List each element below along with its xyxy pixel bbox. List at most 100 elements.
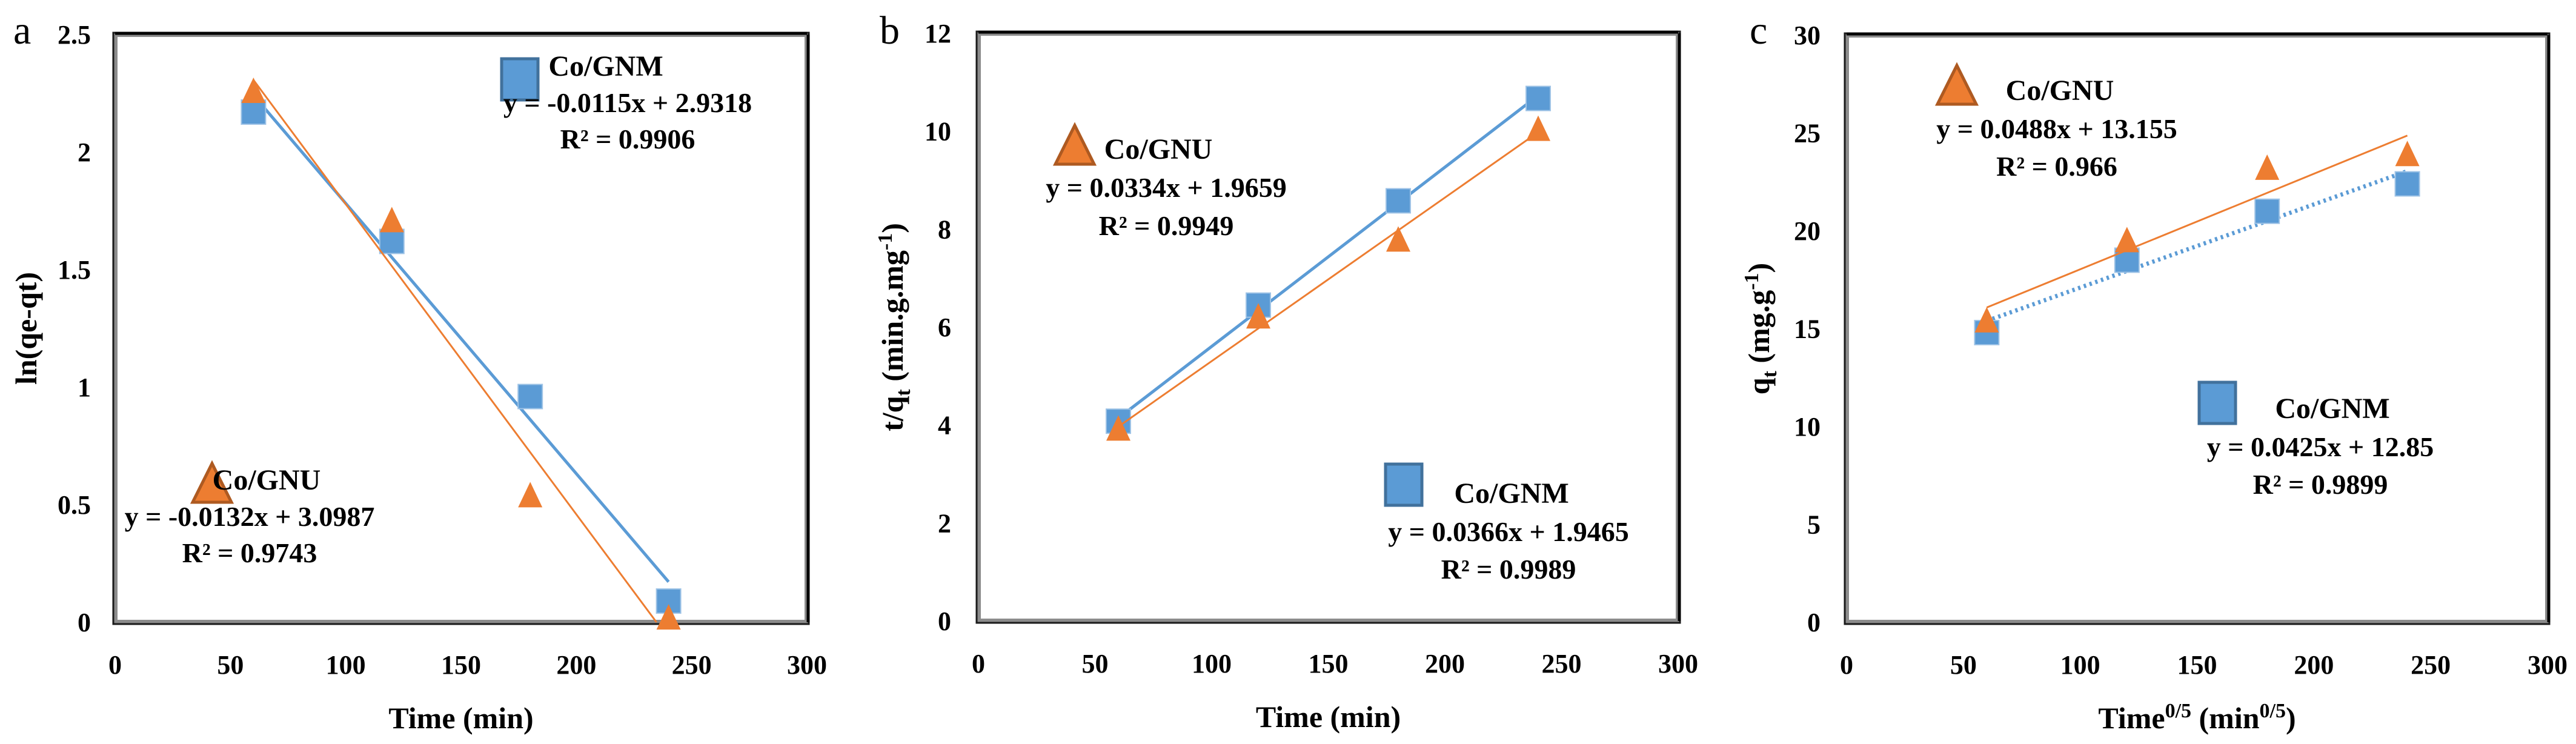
panel-letter: b <box>880 8 900 53</box>
panel-letter: a <box>13 8 31 53</box>
y-tick-label: 1.5 <box>58 255 91 285</box>
trendline-r-squared: R² = 0.9989 <box>1441 554 1576 585</box>
legend-co-gnm: Co/GNM y = 0.0366x + 1.9465 R² = 0.9989 <box>1384 462 1629 585</box>
y-axis-title-sub: t <box>1759 370 1781 377</box>
data-point-triangle <box>656 604 681 630</box>
data-point-triangle <box>518 482 543 508</box>
data-point-triangle <box>1526 115 1550 141</box>
y-axis-title: ln(qe-qt) <box>9 272 43 385</box>
x-tick-label: 0 <box>1840 650 1853 680</box>
y-tick-label: 10 <box>925 117 951 147</box>
y-axis-title-rest: (mg.g <box>1742 290 1776 371</box>
trendline-equation: y = 0.0488x + 13.155 <box>1936 113 2177 144</box>
trendline <box>252 94 670 583</box>
x-tick-label: 150 <box>1309 649 1349 679</box>
y-tick-label: 12 <box>925 19 951 48</box>
data-point-triangle <box>379 207 404 233</box>
x-tick-label: 0 <box>108 650 122 680</box>
legend-co-gnu: Co/GNU y = 0.0488x + 13.155 R² = 0.966 <box>1934 62 2177 182</box>
data-point-square <box>2394 171 2420 197</box>
y-tick-label: 0 <box>78 608 91 637</box>
x-axis-title: Time0/5 (min0/5) <box>2098 700 2295 735</box>
x-axis-title-close: ) <box>2286 701 2296 735</box>
legend-label: Co/GNM <box>1454 477 1569 510</box>
trendline <box>1118 131 1539 428</box>
y-axis-title-sub: t <box>892 389 915 396</box>
x-tick-label: 100 <box>2060 650 2100 680</box>
data-point-square <box>379 228 405 254</box>
y-tick-label: 10 <box>1794 412 1821 442</box>
series-co-gnu: Co/GNU y = 0.0488x + 13.155 R² = 0.966 <box>1934 62 2420 333</box>
trendline-equation: y = -0.0132x + 3.0987 <box>125 501 375 532</box>
x-axis-title: Time (min) <box>388 701 533 735</box>
y-tick-label: 15 <box>1794 314 1821 344</box>
legend-label: Co/GNU <box>2006 75 2114 107</box>
trendline <box>253 79 657 623</box>
x-tick-label: 50 <box>1950 650 1977 680</box>
legend-co-gnu: Co/GNU y = 0.0334x + 1.9659 R² = 0.9949 <box>1046 122 1287 241</box>
x-tick-label: 50 <box>1082 649 1109 679</box>
panel-a: a 0 50 100 150 200 250 300 0 0.5 1 1.5 2 2.5 Time (min… <box>9 8 827 735</box>
legend-square-icon <box>500 57 540 102</box>
y-tick-label: 2 <box>938 508 951 538</box>
data-point-triangle <box>1974 307 1999 333</box>
y-axis-title-main: t/q <box>875 396 909 431</box>
trendline-equation: y = 0.0425x + 12.85 <box>2207 431 2434 462</box>
y-tick-label: 25 <box>1794 119 1821 148</box>
legend-label: Co/GNU <box>213 464 321 496</box>
x-tick-label: 250 <box>1542 649 1582 679</box>
x-tick-label: 100 <box>1192 649 1232 679</box>
trendline-equation: y = -0.0115x + 2.9318 <box>503 87 752 118</box>
trendline-r-squared: R² = 0.9899 <box>2253 469 2388 500</box>
plot-frame-outer <box>112 32 810 625</box>
y-axis-title-close: ) <box>1742 263 1776 273</box>
y-tick-label: 2.5 <box>58 20 91 50</box>
trendline-r-squared: R² = 0.9743 <box>182 537 317 568</box>
data-point-triangle <box>2114 227 2139 253</box>
y-tick-label: 2 <box>78 138 91 167</box>
legend-label: Co/GNU <box>1104 133 1213 165</box>
trendline-r-squared: R² = 0.966 <box>1996 151 2117 182</box>
series-co-gnu: Co/GNU y = 0.0334x + 1.9659 R² = 0.9949 <box>1046 115 1550 441</box>
data-point-triangle <box>241 78 266 103</box>
trendline-equation: y = 0.0334x + 1.9659 <box>1046 172 1286 203</box>
data-point-square <box>517 384 543 410</box>
x-tick-label: 250 <box>2411 650 2451 680</box>
trendline-r-squared: R² = 0.9906 <box>560 124 695 154</box>
data-point-triangle <box>1386 226 1410 252</box>
plot-frame <box>113 32 809 625</box>
x-axis-title-sup2: 0/5 <box>2260 700 2286 722</box>
y-tick-label: 0 <box>1807 608 1821 637</box>
data-point-triangle <box>2395 141 2420 167</box>
x-tick-label: 250 <box>672 650 712 680</box>
trendline-equation: y = 0.0366x + 1.9465 <box>1388 516 1628 547</box>
trendline-r-squared: R² = 0.9949 <box>1099 210 1234 241</box>
x-tick-label: 100 <box>326 650 366 680</box>
y-axis-title-sup: -1 <box>874 233 897 250</box>
x-tick-label: 200 <box>2294 650 2334 680</box>
y-tick-label: 30 <box>1794 21 1821 50</box>
legend-co-gnm: Co/GNM y = -0.0115x + 2.9318 R² = 0.9906 <box>500 50 752 154</box>
panel-b: b 0 50 100 150 200 250 300 0 2 4 6 8 10 12 Time (min) t/… <box>874 8 1698 734</box>
y-axis-title: qt (mg.g-1) <box>1741 263 1781 394</box>
y-tick-label: 4 <box>938 411 951 440</box>
panel-letter: c <box>1750 8 1767 53</box>
y-tick-label: 1 <box>78 373 91 402</box>
y-tick-label: 8 <box>938 214 951 244</box>
legend-label: Co/GNM <box>548 50 663 82</box>
data-point-triangle <box>1246 303 1270 329</box>
x-tick-label: 150 <box>2177 650 2217 680</box>
legend-co-gnm: Co/GNM y = 0.0425x + 12.85 R² = 0.9899 <box>2197 380 2434 500</box>
legend-triangle-icon <box>1934 62 1979 106</box>
y-tick-label: 20 <box>1794 216 1821 246</box>
legend-square-icon <box>1384 462 1424 507</box>
trendline <box>1986 135 2408 308</box>
legend-label: Co/GNM <box>2275 393 2389 425</box>
y-axis-title: t/qt (min.g.mg-1) <box>874 223 915 431</box>
x-axis-title-main: Time <box>2098 701 2165 735</box>
legend-square-icon <box>2197 380 2237 425</box>
x-axis-title-mid: (min <box>2191 701 2260 735</box>
x-tick-label: 200 <box>556 650 596 680</box>
